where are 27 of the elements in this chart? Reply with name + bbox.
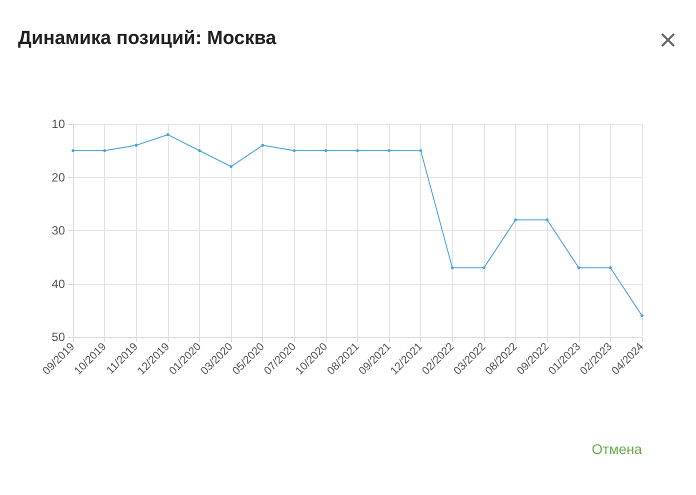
point (546, 218, 549, 222)
y-tick-label: 30 (52, 224, 66, 238)
point (450, 266, 454, 270)
y-tick-label: 50 (52, 330, 66, 344)
point (388, 149, 391, 152)
point (356, 149, 359, 152)
point (324, 149, 328, 152)
y-tick-label: 10 (52, 117, 66, 131)
point (577, 266, 580, 270)
point (261, 144, 264, 147)
point (198, 149, 201, 152)
point (292, 149, 296, 152)
point (514, 218, 518, 222)
point (640, 314, 644, 318)
point (419, 149, 422, 152)
point (608, 266, 612, 270)
point (230, 165, 233, 168)
text: Отмена (592, 441, 642, 457)
point (482, 266, 486, 270)
line-series (72, 133, 644, 318)
point (103, 149, 106, 152)
y-tick-label: 40 (52, 276, 66, 291)
y-tick-label: 20 (52, 170, 66, 184)
point (72, 149, 74, 152)
point (166, 133, 170, 136)
point (134, 144, 138, 147)
chart-title: Динамика позиций: Москва (18, 28, 276, 50)
